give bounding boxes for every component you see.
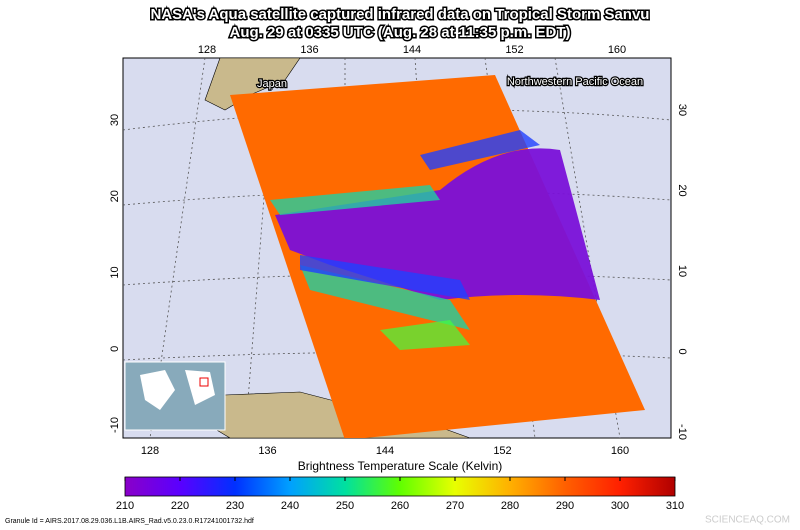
lat-tick-label: 30 bbox=[676, 104, 688, 116]
lon-tick-label: 128 bbox=[198, 44, 216, 56]
lon-tick-label: 128 bbox=[141, 445, 159, 457]
lon-tick-label: 144 bbox=[376, 445, 394, 457]
subtitle: Aug. 29 at 0335 UTC (Aug. 28 at 11:35 p.… bbox=[230, 24, 571, 41]
cloud-cell bbox=[380, 320, 470, 350]
lat-tick-label: 30 bbox=[109, 114, 121, 126]
lat-tick-label: -10 bbox=[109, 417, 121, 433]
lat-tick-label: -10 bbox=[676, 424, 688, 440]
lat-tick-label: 10 bbox=[109, 266, 121, 278]
map-label: Japan bbox=[257, 78, 287, 90]
lat-tick-label: 10 bbox=[676, 265, 688, 277]
colorbar-tick-label: 300 bbox=[611, 500, 629, 512]
map-label: Northwestern Pacific Ocean bbox=[507, 76, 643, 88]
lat-tick-label: 0 bbox=[676, 348, 688, 354]
colorbar-tick-label: 270 bbox=[446, 500, 464, 512]
colorbar-tick-label: 240 bbox=[281, 500, 299, 512]
lon-tick-label: 144 bbox=[403, 44, 421, 56]
lon-tick-label: 152 bbox=[505, 44, 523, 56]
colorbar-title: Brightness Temperature Scale (Kelvin) bbox=[298, 459, 503, 473]
colorbar-tick-label: 280 bbox=[501, 500, 519, 512]
colorbar-tick-label: 260 bbox=[391, 500, 409, 512]
lon-tick-label: 152 bbox=[493, 445, 511, 457]
lon-tick-label: 160 bbox=[611, 445, 629, 457]
inset-land bbox=[140, 370, 215, 410]
watermark: SCIENCEAQ.COM bbox=[705, 515, 790, 526]
colorbar-tick-label: 290 bbox=[556, 500, 574, 512]
cloud-edge bbox=[270, 185, 470, 330]
lat-tick-label: 20 bbox=[109, 190, 121, 202]
colorbar-tick-label: 220 bbox=[171, 500, 189, 512]
colorbar-tick-label: 310 bbox=[666, 500, 684, 512]
map bbox=[123, 58, 671, 438]
inset-marker bbox=[199, 377, 209, 387]
cloud-band bbox=[275, 148, 600, 300]
title: NASA's Aqua satellite captured infrared … bbox=[151, 6, 650, 23]
lat-tick-label: 20 bbox=[676, 184, 688, 196]
lon-tick-label: 160 bbox=[608, 44, 626, 56]
lon-tick-label: 136 bbox=[258, 445, 276, 457]
colorbar-tick-label: 210 bbox=[116, 500, 134, 512]
lon-tick-label: 136 bbox=[300, 44, 318, 56]
colorbar-tick-label: 250 bbox=[336, 500, 354, 512]
colorbar-tick-label: 230 bbox=[226, 500, 244, 512]
cloud-edge bbox=[300, 130, 540, 300]
lat-tick-label: 0 bbox=[109, 346, 121, 352]
granule-id: Granule Id = AIRS.2017.08.29.036.L1B.AIR… bbox=[5, 518, 254, 525]
